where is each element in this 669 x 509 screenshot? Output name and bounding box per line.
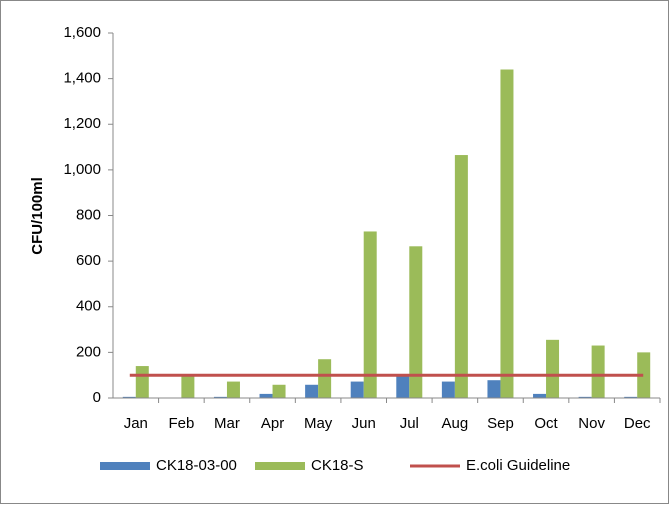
bar	[260, 394, 273, 398]
x-tick-label: Nov	[578, 415, 605, 432]
x-tick-label: Feb	[168, 415, 194, 432]
x-tick-label: Aug	[442, 415, 469, 432]
legend-label: CK18-S	[311, 457, 364, 474]
bar	[181, 375, 194, 398]
bar	[455, 155, 468, 398]
y-tick-label: 1,000	[63, 161, 101, 178]
y-tick-label: 1,400	[63, 70, 101, 87]
bar	[442, 382, 455, 398]
bar	[318, 359, 331, 398]
y-tick-label: 400	[76, 298, 101, 315]
x-tick-label: Dec	[624, 415, 651, 432]
y-axis-title: CFU/100ml	[29, 177, 46, 255]
y-tick-label: 0	[93, 389, 101, 406]
bar	[351, 382, 364, 398]
bar	[273, 385, 286, 398]
y-tick-label: 800	[76, 206, 101, 223]
bar	[500, 70, 513, 399]
x-tick-label: Sep	[487, 415, 514, 432]
bar	[227, 382, 240, 398]
x-tick-label: Jan	[124, 415, 148, 432]
y-tick-label: 600	[76, 252, 101, 269]
legend-swatch	[255, 462, 305, 470]
bar	[533, 394, 546, 398]
bar	[487, 380, 500, 398]
x-tick-label: Jul	[400, 415, 419, 432]
y-tick-label: 1,200	[63, 115, 101, 132]
x-tick-label: Jun	[352, 415, 376, 432]
bar	[305, 385, 318, 398]
bar	[136, 366, 149, 398]
legend-label: CK18-03-00	[156, 457, 237, 474]
bar	[546, 340, 559, 398]
x-tick-label: Oct	[534, 415, 558, 432]
bar	[592, 346, 605, 398]
bar	[396, 376, 409, 398]
y-tick-label: 200	[76, 343, 101, 360]
legend-swatch	[100, 462, 150, 470]
x-tick-label: Apr	[261, 415, 284, 432]
y-tick-label: 1,600	[63, 24, 101, 41]
bar	[364, 231, 377, 398]
legend-label: E.coli Guideline	[466, 457, 570, 474]
x-tick-label: May	[304, 415, 333, 432]
x-tick-label: Mar	[214, 415, 240, 432]
